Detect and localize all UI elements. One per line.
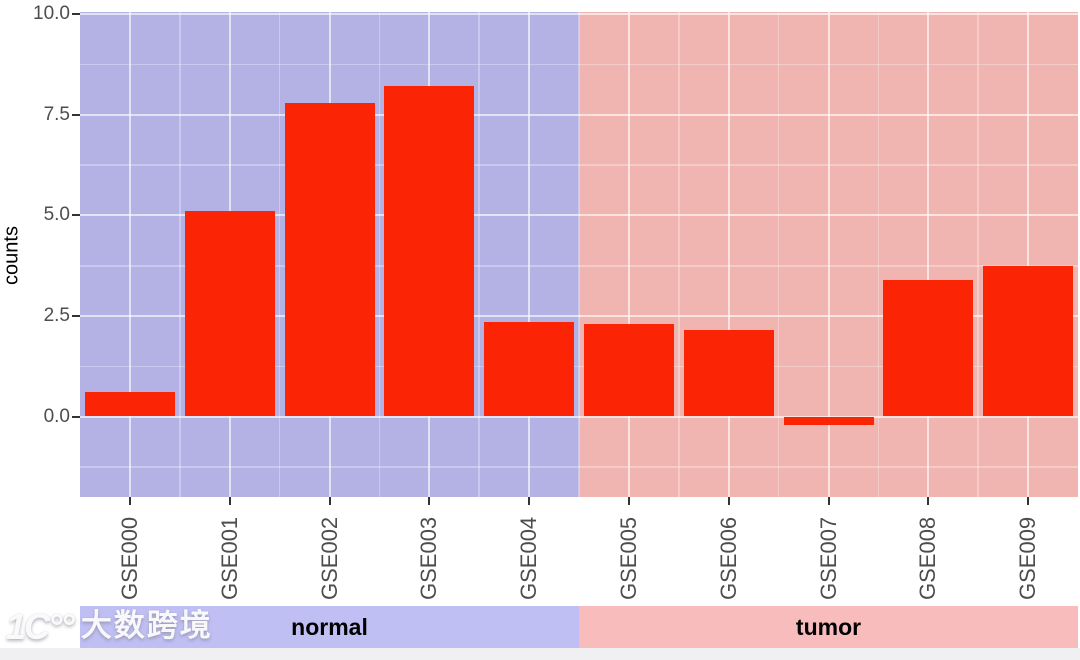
x-axis-tick [727, 497, 730, 505]
x-axis-tick [528, 497, 531, 505]
gridline-major-v [627, 12, 630, 497]
x-axis-tick [1027, 497, 1030, 505]
bottom-band [0, 648, 1080, 660]
y-axis-tick [72, 214, 80, 217]
y-axis-tick [72, 415, 80, 418]
x-axis-tick [228, 497, 231, 505]
gridline-minor-v [977, 12, 979, 497]
x-axis-tick-label: GSE002 [316, 516, 342, 600]
gridline-major-h [80, 214, 1078, 217]
y-axis-tick [72, 314, 80, 317]
plot-panel [80, 12, 1078, 497]
gridline-major-v [927, 12, 930, 497]
facet-strip-normal: normal [80, 606, 579, 648]
x-axis-tick-label: GSE007 [815, 516, 841, 600]
gridline-major-h [80, 415, 1078, 418]
y-axis-tick-label: 0.0 [43, 405, 70, 427]
gridline-major-v [128, 12, 131, 497]
gridline-major-v [1027, 12, 1030, 497]
gridline-minor-h [80, 265, 1078, 267]
gridline-major-v [727, 12, 730, 497]
bar-GSE007 [783, 416, 874, 425]
x-axis-tick [827, 497, 830, 505]
gridline-minor-v [877, 12, 880, 497]
bar-GSE009 [983, 265, 1074, 417]
gridline-major-v [528, 12, 531, 497]
gridline-major-v [827, 12, 830, 497]
bar-GSE006 [683, 329, 774, 417]
bar-GSE002 [284, 102, 375, 417]
gridline-minor-h [80, 466, 1078, 468]
watermark-logo-icon: 1C°° [6, 606, 75, 647]
bar-GSE000 [84, 392, 175, 417]
x-axis-tick [927, 497, 930, 505]
x-axis-tick-label: GSE000 [116, 516, 142, 600]
x-axis-tick [627, 497, 630, 505]
x-axis-tick-label: GSE001 [216, 516, 242, 600]
x-axis-tick-label: GSE006 [715, 516, 741, 600]
x-axis-tick-label: GSE003 [416, 516, 442, 600]
gridline-major-h [80, 314, 1078, 317]
y-axis-tick [72, 13, 80, 15]
y-axis-tick-label: 5.0 [43, 204, 70, 226]
bar-GSE004 [484, 321, 575, 417]
gridline-minor-v [378, 12, 381, 497]
bar-GSE003 [384, 86, 475, 417]
y-axis-tick-label: 7.5 [43, 103, 70, 125]
y-axis-tick-label: 2.5 [43, 304, 70, 326]
bar-GSE005 [583, 323, 674, 417]
facet-strip-label: tumor [795, 613, 862, 640]
gridline-minor-v [179, 12, 181, 497]
x-axis-tick-label: GSE004 [516, 516, 542, 600]
x-axis-tick [328, 497, 331, 505]
gridline-minor-h [80, 63, 1078, 66]
y-axis-tick [72, 113, 80, 116]
gridline-minor-v [278, 12, 281, 497]
bar-GSE008 [883, 279, 974, 417]
x-axis-tick-label: GSE008 [915, 516, 941, 600]
facet-strip-tumor: tumor [579, 606, 1078, 648]
y-axis-title: counts [0, 226, 23, 285]
facet-strip-label: normal [291, 613, 368, 640]
gridline-minor-v [478, 12, 480, 497]
gridline-minor-h [80, 365, 1078, 368]
gridline-major-h [80, 113, 1078, 116]
x-axis-tick-label: GSE009 [1015, 516, 1041, 600]
bar-GSE001 [184, 211, 275, 417]
x-axis-tick [428, 497, 431, 505]
gridline-minor-v [678, 12, 680, 497]
gridline-minor-v [777, 12, 780, 497]
gridline-major-h [80, 13, 1078, 15]
y-axis-tick-label: 10.0 [33, 3, 70, 24]
gridline-minor-h [80, 164, 1078, 166]
x-axis-tick [128, 497, 131, 505]
x-axis-tick-label: GSE005 [615, 516, 641, 600]
gridline-minor-v [578, 12, 580, 497]
